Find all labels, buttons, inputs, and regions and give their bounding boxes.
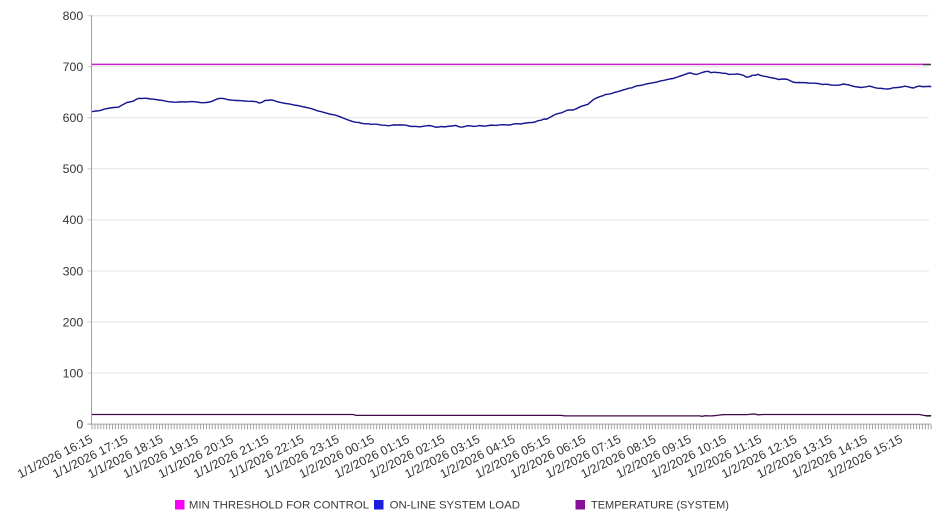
svg-text:MIN THRESHOLD FOR CONTROL: MIN THRESHOLD FOR CONTROL [189, 500, 369, 512]
svg-text:800: 800 [63, 9, 84, 23]
svg-text:100: 100 [63, 366, 84, 380]
svg-text:TEMPERATURE (SYSTEM): TEMPERATURE (SYSTEM) [591, 500, 729, 512]
svg-text:ON-LINE SYSTEM LOAD: ON-LINE SYSTEM LOAD [390, 500, 520, 512]
svg-text:500: 500 [63, 162, 84, 176]
svg-text:0: 0 [76, 417, 83, 431]
svg-text:200: 200 [63, 315, 84, 329]
svg-text:600: 600 [63, 111, 84, 125]
svg-text:700: 700 [63, 60, 84, 74]
svg-text:400: 400 [63, 213, 84, 227]
svg-text:300: 300 [63, 264, 84, 278]
